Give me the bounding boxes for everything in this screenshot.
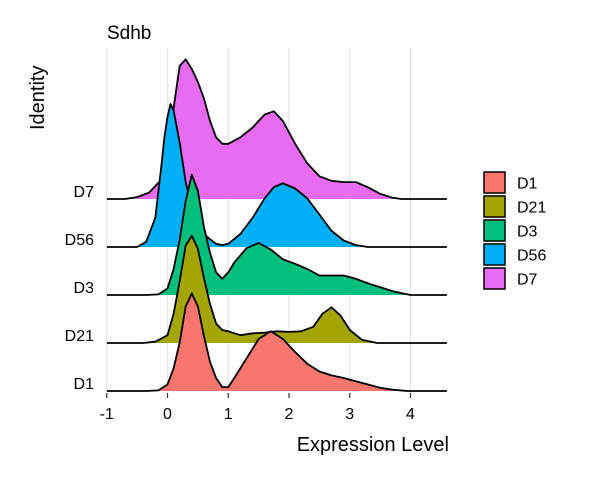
legend-label: D7 — [517, 272, 538, 289]
legend-swatch — [483, 219, 506, 242]
legend-item-d7: D7 — [483, 267, 538, 290]
legend-item-d21: D21 — [483, 195, 546, 218]
x-axis: -1 0 1 2 3 4 — [100, 393, 415, 423]
ridges — [106, 58, 447, 392]
ridge-d56 — [106, 103, 447, 248]
legend-label: D21 — [517, 200, 546, 217]
y-category-label: D21 — [65, 328, 94, 345]
ridge-outline — [106, 234, 447, 344]
legend-label: D3 — [517, 224, 538, 241]
ridge-outline — [106, 173, 447, 296]
ridge-outline — [106, 103, 447, 248]
x-tick-label: -1 — [100, 406, 114, 423]
legend-label: D56 — [517, 248, 546, 265]
ridge-d7 — [106, 58, 447, 200]
legend-swatch — [483, 171, 506, 194]
y-category-label: D3 — [74, 280, 95, 297]
legend-item-d56: D56 — [483, 243, 546, 266]
legend-swatch — [483, 195, 506, 218]
ridge-fill — [146, 174, 411, 295]
ridge-fill — [137, 104, 368, 247]
ridge-fill — [143, 235, 378, 343]
x-tick-label: 3 — [345, 406, 354, 423]
y-category-label: D7 — [74, 184, 95, 201]
legend: D1 D21 D3 D56 D7 — [483, 171, 546, 290]
ridge-outline — [106, 292, 447, 392]
chart-title: Sdhb — [107, 23, 151, 44]
legend-item-d3: D3 — [483, 219, 538, 242]
grid — [106, 48, 412, 392]
legend-swatch — [483, 267, 506, 290]
ridge-d21 — [106, 234, 447, 344]
x-tick-label: 2 — [285, 406, 294, 423]
y-axis-title: Identity — [27, 66, 49, 130]
x-tick-label: 1 — [224, 406, 233, 423]
y-category-label: D56 — [65, 232, 94, 249]
x-tick-label: 4 — [406, 406, 415, 423]
legend-swatch — [483, 243, 506, 266]
ridge-d1 — [106, 292, 447, 392]
legend-item-d1: D1 — [483, 171, 538, 194]
y-axis: D1 D21 D3 D56 D7 — [65, 184, 94, 393]
x-tick-label: 0 — [163, 406, 172, 423]
legend-label: D1 — [517, 176, 538, 193]
ridge-fill — [125, 59, 402, 199]
x-axis-title: Expression Level — [297, 434, 449, 456]
y-category-label: D1 — [74, 376, 95, 393]
ridge-d3 — [106, 173, 447, 296]
